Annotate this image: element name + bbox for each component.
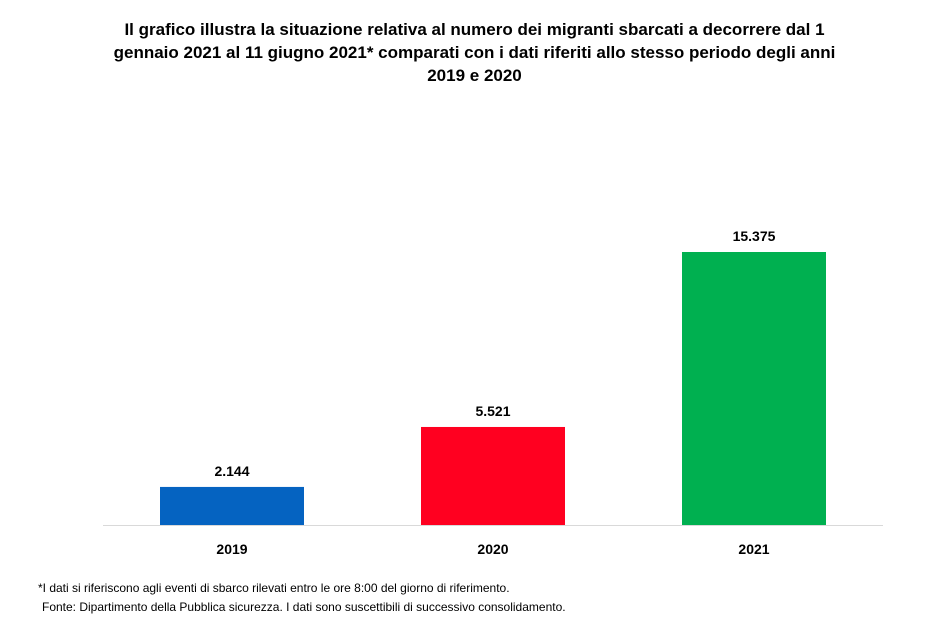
value-label-2020: 5.521 — [475, 403, 510, 419]
value-label-2021: 15.375 — [733, 228, 776, 244]
chart-title-line-1: Il grafico illustra la situazione relati… — [124, 20, 825, 39]
bar-2021 — [682, 252, 826, 525]
value-label-2019: 2.144 — [214, 463, 249, 479]
footnote: *I dati si riferiscono agli eventi di sb… — [38, 579, 566, 617]
x-tick-label-2019: 2019 — [216, 541, 247, 557]
x-tick-label-2020: 2020 — [477, 541, 508, 557]
x-tick-labels-group: 2019 2020 2021 — [216, 541, 769, 557]
chart-title: Il grafico illustra la situazione relati… — [60, 18, 889, 87]
footnote-note: *I dati si riferiscono agli eventi di sb… — [38, 581, 510, 595]
chart-title-line-3: 2019 e 2020 — [427, 66, 522, 85]
bar-2019 — [160, 486, 304, 525]
x-tick-label-2021: 2021 — [738, 541, 769, 557]
bar-2020 — [421, 426, 565, 525]
value-labels-group: 2.144 5.521 15.375 — [214, 228, 775, 479]
chart-title-line-2: gennaio 2021 al 11 giugno 2021* comparat… — [113, 43, 836, 62]
footnote-source: Fonte: Dipartimento della Pubblica sicur… — [42, 600, 566, 614]
bars-group — [160, 252, 826, 525]
